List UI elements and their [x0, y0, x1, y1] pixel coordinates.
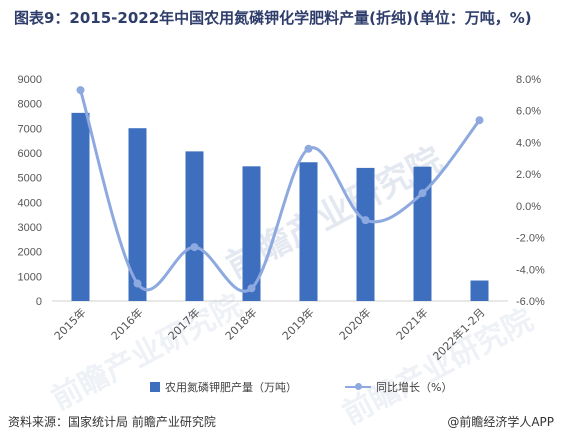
x-tick-label: 2019年	[279, 305, 316, 342]
y-right-tick-label: 2.0%	[516, 169, 541, 181]
watermark-2: 前瞻产业研究院	[46, 288, 248, 417]
y-left-tick-label: 3000	[18, 222, 42, 234]
bar	[71, 112, 90, 301]
y-right-tick-label: 6.0%	[516, 106, 541, 118]
growth-point	[304, 144, 313, 153]
x-tick-label: 2021年	[393, 305, 430, 342]
y-left-tick-label: 9000	[18, 74, 42, 86]
bar	[185, 151, 204, 301]
legend-label-bar: 农用氮磷钾肥产量（万吨）	[165, 381, 297, 394]
legend-item-bar: 农用氮磷钾肥产量（万吨）	[150, 379, 297, 395]
y-left-tick-label: 8000	[18, 99, 42, 111]
y-left-tick-label: 2000	[18, 247, 42, 259]
legend-label-line: 同比增长（%）	[376, 381, 453, 394]
y-left-tick-label: 6000	[18, 148, 42, 160]
chart-title: 图表9：2015-2022年中国农用氮磷钾化学肥料产量(折纯)(单位：万吨，%)	[14, 9, 532, 27]
legend-swatch-line	[345, 382, 371, 392]
legend: 农用氮磷钾肥产量（万吨） 同比增长（%）	[150, 380, 452, 394]
bar	[299, 162, 318, 301]
y-right-tick-label: -6.0%	[516, 296, 545, 308]
growth-point	[418, 189, 427, 198]
y-right-tick-label: 4.0%	[516, 137, 541, 149]
x-tick-label: 2020年	[336, 305, 373, 342]
bar	[242, 166, 261, 301]
y-right-tick-label: -4.0%	[516, 264, 545, 276]
bar	[128, 128, 147, 301]
y-right-tick-label: 8.0%	[516, 74, 541, 86]
y-left-tick-label: 5000	[18, 173, 42, 185]
growth-point	[247, 284, 256, 293]
source-note: 资料来源：国家统计局 前瞻产业研究院	[8, 415, 216, 429]
growth-point	[133, 279, 142, 288]
growth-point	[475, 116, 484, 125]
bar	[470, 280, 489, 301]
y-left-tick-label: 4000	[18, 197, 42, 209]
x-tick-label: 2015年	[51, 305, 88, 342]
growth-point	[361, 216, 370, 225]
bar	[356, 167, 375, 301]
y-left-tick-label: 7000	[18, 123, 42, 135]
growth-point	[190, 243, 199, 252]
y-right-tick-label: -2.0%	[516, 233, 545, 245]
y-right-tick-label: 0.0%	[516, 201, 541, 213]
legend-swatch-bar	[150, 382, 160, 392]
growth-point	[76, 86, 85, 95]
y-left-tick-label: 0	[36, 296, 42, 308]
brand-credit: @前瞻经济学人APP	[447, 415, 554, 429]
legend-item-line: 同比增长（%）	[345, 379, 452, 395]
bar	[413, 166, 432, 301]
y-left-tick-label: 1000	[18, 271, 42, 283]
